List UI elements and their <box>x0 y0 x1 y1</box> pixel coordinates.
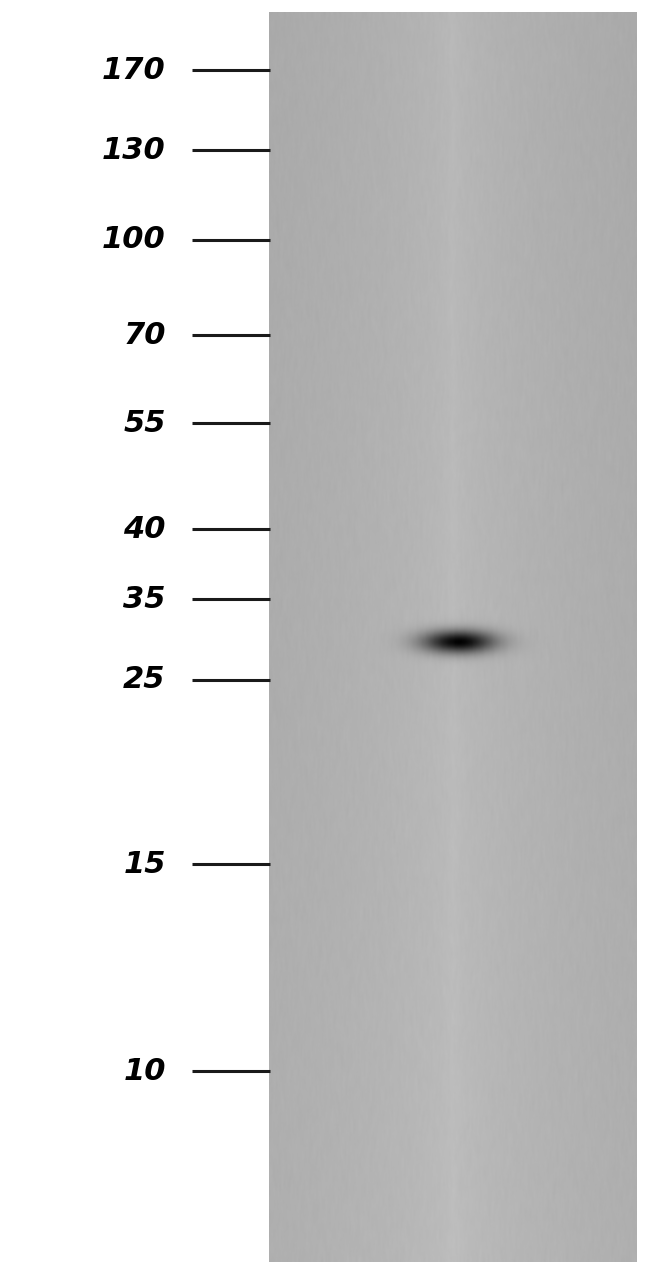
Text: 100: 100 <box>102 226 166 254</box>
Text: 35: 35 <box>124 585 166 613</box>
Text: 55: 55 <box>124 409 166 437</box>
Text: 130: 130 <box>102 136 166 164</box>
Text: 25: 25 <box>124 666 166 694</box>
Text: 40: 40 <box>124 515 166 543</box>
Text: 70: 70 <box>124 321 166 349</box>
Text: 15: 15 <box>124 850 166 878</box>
Text: 170: 170 <box>102 56 166 84</box>
Text: 10: 10 <box>124 1057 166 1085</box>
